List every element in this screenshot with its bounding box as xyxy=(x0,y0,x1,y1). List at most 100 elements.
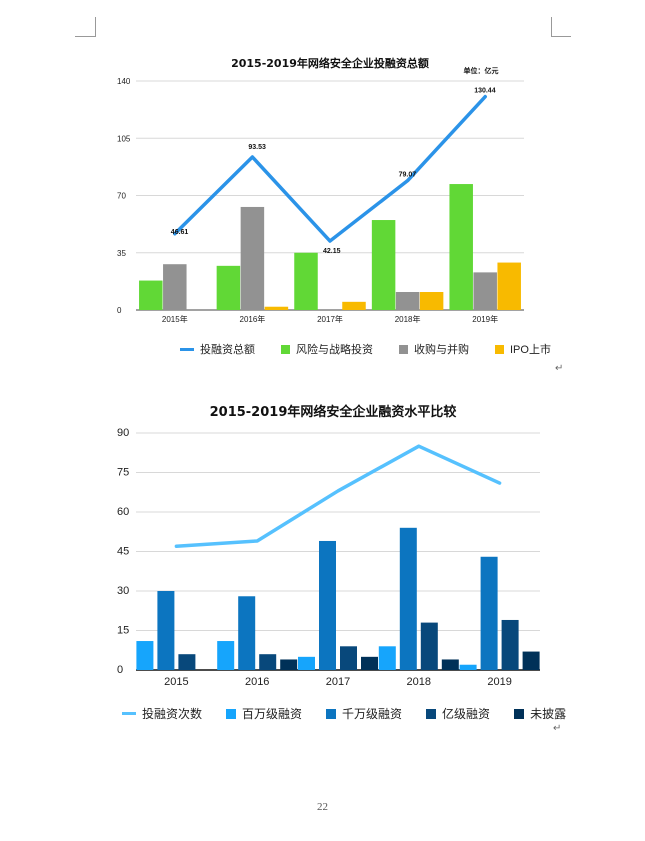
legend-item: IPO上市 xyxy=(495,341,551,357)
legend-swatch xyxy=(180,347,194,351)
bar-IPO上市 xyxy=(497,262,521,310)
legend-item: 亿级融资 xyxy=(426,705,490,722)
chart-title: 2015-2019年网络安全企业融资水平比较 xyxy=(210,404,457,420)
bar-未披露 xyxy=(280,659,298,670)
x-tick-label: 2016年 xyxy=(240,314,266,324)
chart1-legend: 投融资总额 风险与战略投资 收购与并购 IPO上市 xyxy=(180,341,577,357)
crop-mark-tl-v xyxy=(95,17,96,37)
legend-item: 收购与并购 xyxy=(399,341,469,357)
y-tick-label: 70 xyxy=(117,192,126,201)
legend-label: 千万级融资 xyxy=(342,707,403,721)
legend-label: IPO上市 xyxy=(510,344,551,356)
bar-千万级融资 xyxy=(157,591,175,670)
data-label: 79.07 xyxy=(399,172,417,179)
crop-mark-tl-h xyxy=(75,36,95,37)
line-投融资总额 xyxy=(173,94,487,243)
bar-亿级融资 xyxy=(259,654,277,670)
bar-千万级融资 xyxy=(399,527,417,670)
y-tick-label: 140 xyxy=(117,77,131,86)
bar-百万级融资 xyxy=(217,641,235,670)
y-tick-label: 45 xyxy=(117,546,129,558)
legend-label: 风险与战略投资 xyxy=(296,344,373,356)
y-tick-label: 90 xyxy=(117,427,129,439)
y-tick-label: 60 xyxy=(117,506,129,518)
data-label: 46.61 xyxy=(171,229,189,236)
legend-swatch xyxy=(122,712,136,715)
bar-IPO上市 xyxy=(419,292,444,310)
legend-swatch xyxy=(399,344,408,354)
x-tick-label: 2017年 xyxy=(317,314,343,324)
bar-亿级融资 xyxy=(420,622,438,670)
bar-收购与并购 xyxy=(240,206,265,310)
bar-风险与战略投资 xyxy=(449,184,473,310)
legend-item: 千万级融资 xyxy=(326,705,402,722)
legend-label: 投融资总额 xyxy=(200,344,255,356)
x-tick-label: 2016 xyxy=(245,676,269,688)
chart2-legend: 投融资次数 百万级融资 千万级融资 亿级融资 未披露 xyxy=(122,705,590,722)
legend-swatch xyxy=(326,708,337,719)
x-tick-label: 2015 xyxy=(164,676,188,688)
y-tick-label: 105 xyxy=(117,134,131,143)
line-投融资次数 xyxy=(174,444,502,548)
data-label: 130.44 xyxy=(474,88,496,95)
x-tick-label: 2015年 xyxy=(162,314,188,324)
legend-label: 投融资次数 xyxy=(142,707,203,721)
legend-label: 百万级融资 xyxy=(242,707,303,721)
legend-item: 未披露 xyxy=(514,705,566,722)
bar-亿级融资 xyxy=(178,654,196,670)
legend-label: 亿级融资 xyxy=(442,707,491,721)
bar-百万级融资 xyxy=(298,656,315,670)
legend-swatch xyxy=(226,708,237,719)
bar-亿级融资 xyxy=(340,646,357,670)
x-tick-label: 2018年 xyxy=(395,314,421,324)
bar-风险与战略投资 xyxy=(216,265,241,310)
chart-unit-label: 单位：亿元 xyxy=(464,66,499,75)
x-tick-label: 2017 xyxy=(326,676,350,688)
bar-百万级融资 xyxy=(378,646,396,670)
y-tick-label: 15 xyxy=(117,625,129,637)
bar-风险与战略投资 xyxy=(371,220,396,310)
bar-千万级融资 xyxy=(238,596,256,670)
y-tick-label: 0 xyxy=(117,306,122,315)
legend-label: 未披露 xyxy=(530,707,567,721)
legend-swatch xyxy=(281,344,290,354)
y-tick-label: 30 xyxy=(117,585,129,597)
bar-百万级融资 xyxy=(459,664,477,670)
bar-千万级融资 xyxy=(319,540,336,670)
legend-item: 投融资总额 xyxy=(180,341,255,357)
legend-item: 投融资次数 xyxy=(122,705,202,722)
legend-swatch xyxy=(426,708,437,719)
bar-IPO上市 xyxy=(342,301,366,310)
legend-item: 风险与战略投资 xyxy=(281,341,373,357)
legend-item: 百万级融资 xyxy=(226,705,302,722)
data-label: 93.53 xyxy=(248,144,266,151)
page-number: 22 xyxy=(317,801,328,813)
bar-IPO上市 xyxy=(264,306,289,310)
crop-mark-tr-h xyxy=(551,36,571,37)
legend-label: 收购与并购 xyxy=(414,344,469,356)
bar-收购与并购 xyxy=(163,264,187,310)
paragraph-return-mark: ↵ xyxy=(553,723,562,734)
legend-swatch xyxy=(495,344,504,354)
bar-未披露 xyxy=(361,656,378,670)
chart-title: 2015-2019年网络安全企业投融资总额 xyxy=(231,56,429,70)
crop-mark-tr-v xyxy=(551,17,552,37)
bar-收购与并购 xyxy=(473,272,497,310)
y-tick-label: 75 xyxy=(117,467,129,479)
x-tick-label: 2018 xyxy=(407,676,431,688)
x-tick-label: 2019年 xyxy=(472,314,498,324)
y-tick-label: 35 xyxy=(117,249,126,258)
bar-风险与战略投资 xyxy=(139,280,163,310)
x-tick-label: 2019 xyxy=(487,676,511,688)
bar-收购与并购 xyxy=(395,292,420,310)
paragraph-return-mark: ↵ xyxy=(555,363,564,374)
bar-未披露 xyxy=(522,651,540,670)
bar-百万级融资 xyxy=(136,641,154,670)
bar-亿级融资 xyxy=(501,619,519,670)
bar-风险与战略投资 xyxy=(294,252,318,310)
legend-swatch xyxy=(514,708,525,719)
bar-未披露 xyxy=(441,659,459,670)
data-label: 42.15 xyxy=(323,248,341,255)
